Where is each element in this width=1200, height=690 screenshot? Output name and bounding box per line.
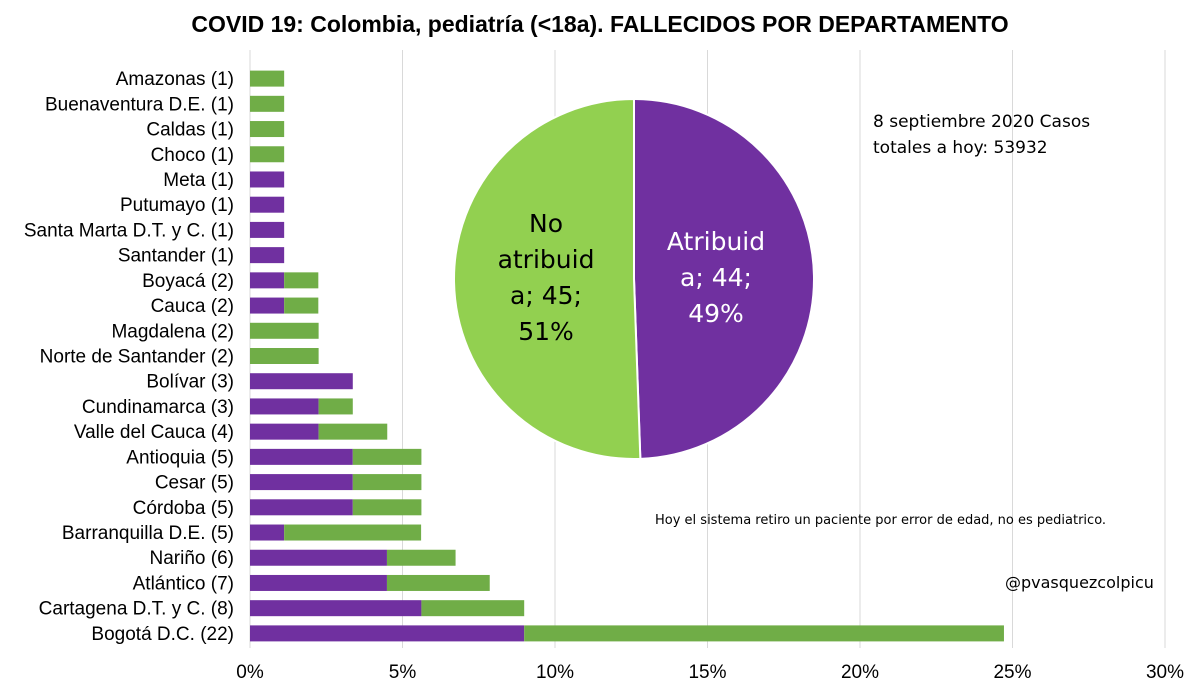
bar-segment-2 <box>386 549 456 566</box>
bar-segment-1 <box>250 196 285 213</box>
bar-segment-2 <box>352 474 422 491</box>
category-label: Caldas (1) <box>146 120 234 141</box>
bar-segment-2 <box>250 121 285 138</box>
bar-segment-2 <box>250 348 319 364</box>
bar-segment-2 <box>284 524 422 541</box>
category-labels: Amazonas (1) Buenaventura D.E. (1) Caldas … <box>24 69 234 645</box>
category-label: Amazonas (1) <box>116 69 234 90</box>
x-tick-label: 10% <box>536 662 574 683</box>
category-label: Magdalena (2) <box>111 321 234 342</box>
category-label: Córdoba (5) <box>133 498 234 519</box>
bar-segment-1 <box>250 247 285 264</box>
bar-segment-2 <box>250 70 285 87</box>
category-label: Buenaventura D.E. (1) <box>45 94 234 115</box>
bar-segment-1 <box>250 373 353 390</box>
bar-segment-1 <box>250 600 422 617</box>
bar-segment-1 <box>250 171 285 188</box>
x-tick-label: 25% <box>993 662 1031 683</box>
x-tick-label: 5% <box>389 662 417 683</box>
category-label: Norte de Santander (2) <box>40 347 234 368</box>
category-label: Meta (1) <box>163 170 234 191</box>
bar-segment-1 <box>250 524 285 541</box>
pie-slice <box>453 97 642 460</box>
bar-segment-2 <box>284 272 319 289</box>
category-label: Cundinamarca (3) <box>82 397 234 418</box>
pie-slice-label: No atribuid a; 45; 51% <box>498 209 595 346</box>
bar-segment-1 <box>250 474 353 491</box>
category-label: Cartagena D.T. y C. (8) <box>39 599 234 620</box>
bar-segment-2 <box>318 423 388 440</box>
bar-segment-2 <box>250 95 285 112</box>
category-label: Valle del Cauca (4) <box>74 422 234 443</box>
category-label: Antioquia (5) <box>126 447 234 468</box>
bar-segment-1 <box>250 423 319 440</box>
pie-slice <box>633 97 815 460</box>
bar-segment-2 <box>284 297 319 314</box>
bar-segment-2 <box>250 146 285 163</box>
bar-segment-1 <box>250 297 285 314</box>
bar-segment-1 <box>250 549 387 566</box>
x-tick-label: 0% <box>236 662 264 683</box>
category-label: Barranquilla D.E. (5) <box>62 523 234 544</box>
bar-segment-2 <box>250 322 319 339</box>
category-label: Boyacá (2) <box>142 271 234 292</box>
bar-segment-1 <box>250 272 285 289</box>
bar-segment-1 <box>250 398 319 415</box>
chart-title: COVID 19: Colombia, pediatría (<18a). FA… <box>191 11 1008 37</box>
bar-segment-1 <box>250 625 525 642</box>
bars <box>250 70 1004 642</box>
date-annotation-line1: 8 septiembre 2020 Casos <box>873 112 1090 132</box>
bar-segment-2 <box>352 499 422 516</box>
category-label: Santa Marta D.T. y C. (1) <box>24 220 234 241</box>
bar-segment-2 <box>421 600 525 617</box>
category-label: Cesar (5) <box>155 473 234 494</box>
category-label: Bolívar (3) <box>146 372 234 393</box>
bar-segment-2 <box>386 574 490 591</box>
bar-segment-2 <box>524 625 1004 642</box>
category-label: Atlántico (7) <box>133 573 234 594</box>
category-label: Santander (1) <box>118 246 234 267</box>
x-tick-label: 15% <box>688 662 726 683</box>
category-label: Cauca (2) <box>151 296 234 317</box>
x-tick-label: 30% <box>1146 662 1184 683</box>
pie-slice-label: Atribuid a; 44; 49% <box>667 227 765 328</box>
x-tick-label: 20% <box>841 662 879 683</box>
x-axis-ticks: 0% 5% 10% 15% 20% 25% 30% <box>236 662 1184 683</box>
author-handle: @pvasquezcolpicu <box>1005 573 1154 592</box>
pie-chart: Atribuid a; 44; 49% No atribuid a; 45; 51% <box>453 97 815 460</box>
category-label: Nariño (6) <box>150 548 234 569</box>
bar-segment-1 <box>250 221 285 238</box>
bar-segment-1 <box>250 448 353 465</box>
bar-segment-2 <box>352 448 422 465</box>
bar-segment-1 <box>250 499 353 516</box>
bar-segment-2 <box>318 398 353 415</box>
category-label: Choco (1) <box>151 145 234 166</box>
bar-segment-1 <box>250 574 387 591</box>
note-annotation: Hoy el sistema retiro un paciente por er… <box>655 513 1106 528</box>
date-annotation-line2: totales a hoy: 53932 <box>873 138 1048 158</box>
category-label: Putumayo (1) <box>120 195 234 216</box>
category-label: Bogotá D.C. (22) <box>91 624 234 645</box>
